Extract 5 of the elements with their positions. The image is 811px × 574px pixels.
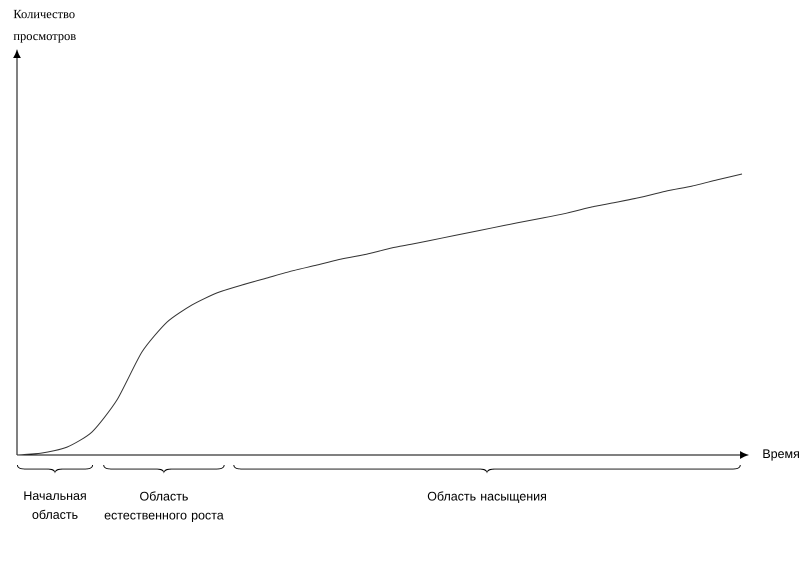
text: Область насыщения	[428, 491, 546, 503]
x-axis-title: Время	[763, 449, 799, 461]
text: Область естественного роста	[104, 491, 224, 522]
text: Начальная область	[24, 491, 86, 519]
text: Количество просмотров	[14, 10, 76, 43]
